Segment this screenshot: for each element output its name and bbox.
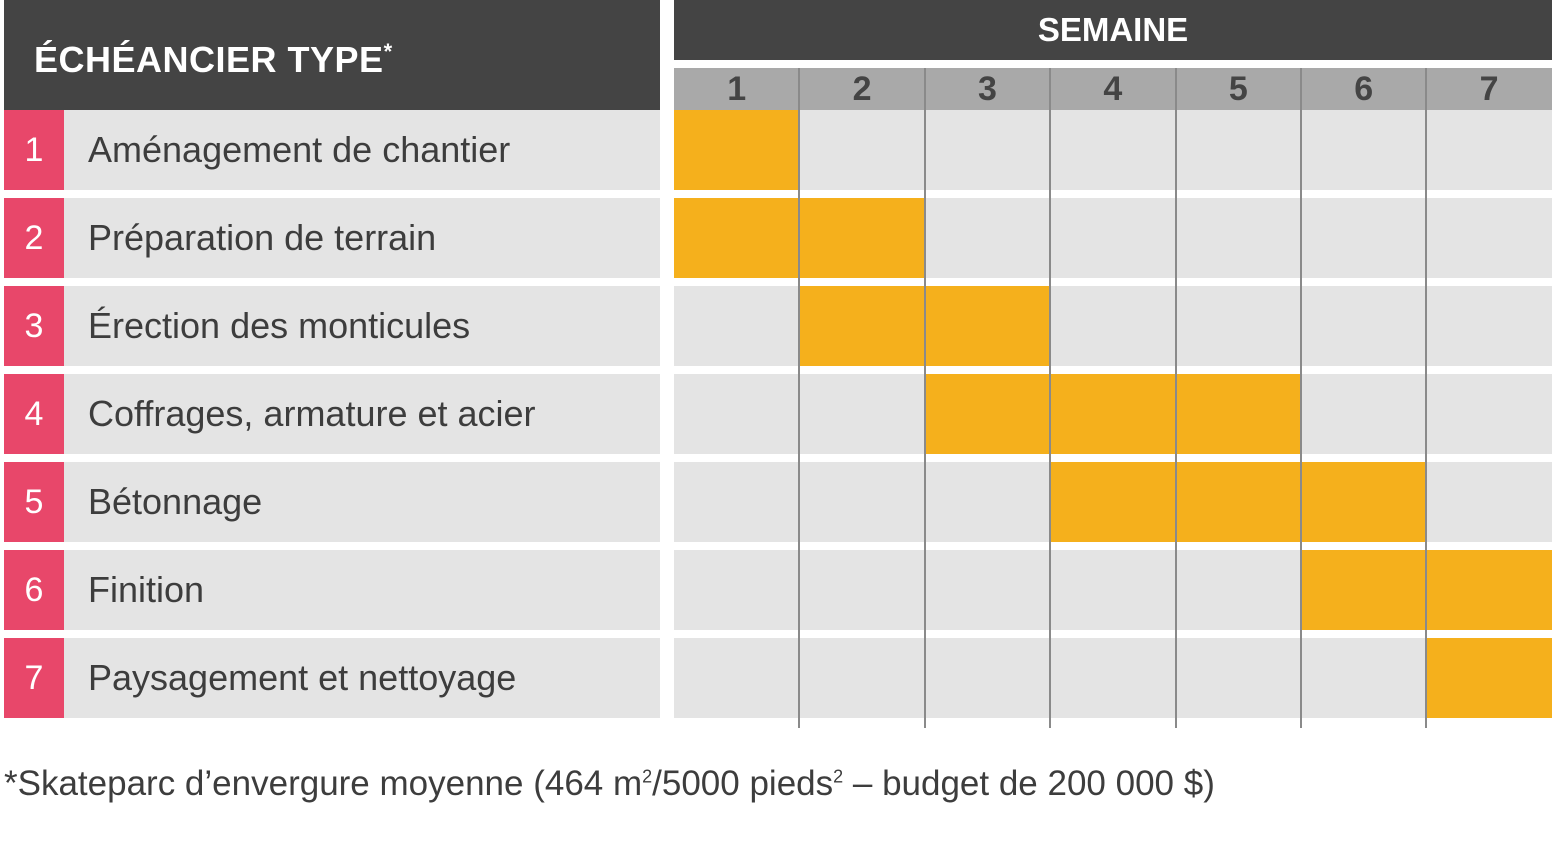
schedule-title-header: ÉCHÉANCIER TYPE*: [4, 0, 660, 110]
task-row: 2 Préparation de terrain: [4, 198, 660, 278]
task-label: Finition: [88, 569, 205, 610]
week-divider: [798, 68, 801, 728]
task-label: Aménagement de chantier: [88, 129, 511, 170]
footnote-text-1: *Skateparc d’envergure moyenne (464 m: [4, 764, 643, 803]
task-row: 6 Finition: [4, 550, 660, 630]
task-label: Préparation de terrain: [88, 217, 437, 258]
week-divider: [1049, 68, 1052, 728]
week-header: SEMAINE: [674, 0, 1552, 60]
gantt-row: [674, 110, 1552, 190]
schedule-title-mark: *: [383, 39, 393, 64]
task-number-badge: 7: [4, 638, 64, 718]
week-divider: [1174, 68, 1177, 728]
task-row: 1 Aménagement de chantier: [4, 110, 660, 190]
gantt-bar-task-1: [674, 110, 800, 190]
task-number-badge: 3: [4, 286, 64, 366]
schedule-title-text: ÉCHÉANCIER TYPE: [34, 39, 384, 80]
week-number-row: 1 2 3 4 5 6 7: [674, 68, 1552, 110]
gantt-bar-task-7: [1426, 638, 1552, 718]
task-label: Coffrages, armature et acier: [88, 393, 536, 434]
task-label: Érection des monticules: [88, 305, 471, 346]
week-divider: [1425, 68, 1428, 728]
task-row: 5 Bétonnage: [4, 462, 660, 542]
footnote-text-3: – budget de 200 000 $): [843, 764, 1215, 803]
week-number-3: 3: [978, 69, 997, 108]
task-row: 3 Érection des monticules: [4, 286, 660, 366]
gantt-bar-task-4: [924, 374, 1301, 454]
gantt-bar-task-5: [1050, 462, 1427, 542]
week-number-7: 7: [1479, 69, 1499, 108]
task-number-badge: 4: [4, 374, 64, 454]
footnote: *Skateparc d’envergure moyenne (464 m2/5…: [4, 764, 1215, 804]
footnote-sup-2: 2: [833, 766, 844, 787]
task-number-badge: 5: [4, 462, 64, 542]
week-number-6: 6: [1354, 69, 1374, 108]
task-number-badge: 1: [4, 110, 64, 190]
week-number-5: 5: [1228, 69, 1248, 108]
week-number-1: 1: [727, 69, 747, 108]
task-row: 7 Paysagement et nettoyage: [4, 638, 660, 718]
week-number-2: 2: [852, 69, 872, 108]
gantt-row: [674, 638, 1552, 718]
week-divider: [1300, 68, 1302, 728]
schedule-title: ÉCHÉANCIER TYPE*: [34, 39, 393, 81]
week-divider: [923, 68, 926, 728]
footnote-text-2: /5000 pieds: [652, 764, 834, 803]
task-label: Paysagement et nettoyage: [88, 657, 517, 698]
task-number-badge: 2: [4, 198, 64, 278]
task-label: Bétonnage: [88, 481, 263, 522]
task-number-badge: 6: [4, 550, 64, 630]
task-row: 4 Coffrages, armature et acier: [4, 374, 660, 454]
week-number-4: 4: [1103, 69, 1123, 108]
footnote-sup-1: 2: [642, 766, 653, 787]
